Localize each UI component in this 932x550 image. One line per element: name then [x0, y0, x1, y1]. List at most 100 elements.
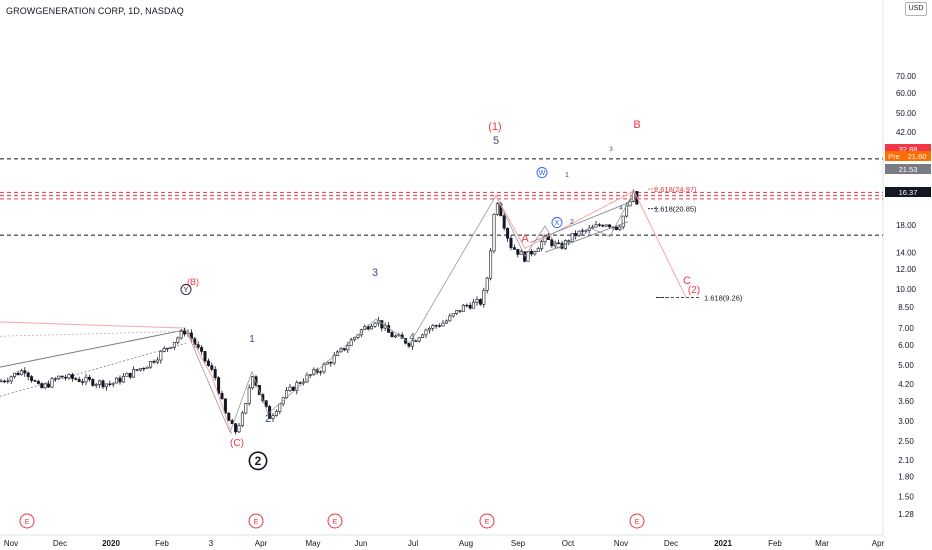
candle-body	[621, 215, 625, 228]
candle-body	[393, 335, 397, 338]
candle-body	[618, 226, 622, 230]
wave-label: A	[521, 233, 529, 245]
price-badge	[885, 164, 931, 174]
candle-body	[70, 374, 74, 379]
candle-body	[169, 346, 173, 349]
price-tick-label: 50.00	[896, 109, 917, 118]
time-tick-label: Aug	[459, 539, 473, 548]
candle-body	[482, 290, 486, 305]
candle-body	[329, 362, 333, 364]
candle-body	[13, 372, 17, 378]
time-tick-label: Feb	[768, 539, 782, 548]
candle-body	[604, 224, 608, 227]
wave-label: 3	[609, 147, 613, 153]
wave-label: (1)	[488, 121, 501, 133]
candle-body	[373, 322, 377, 327]
candle-body	[291, 386, 295, 391]
earnings-marker	[629, 513, 645, 529]
candle-body	[125, 372, 129, 377]
earnings-marker-label: E	[635, 519, 640, 526]
time-tick-label: May	[305, 539, 320, 548]
time-tick-label: Sep	[511, 539, 526, 548]
price-badge-label: 21.60	[908, 152, 927, 161]
candle-body	[155, 359, 159, 363]
candle-body	[196, 344, 200, 348]
candle-body	[519, 251, 523, 255]
price-tick-label: 2.50	[898, 437, 914, 446]
subchannel-upper	[529, 202, 629, 243]
time-tick-label: Apr	[872, 539, 885, 548]
candle-body	[438, 325, 442, 327]
price-tick-label: 4.20	[898, 380, 914, 389]
candle-body	[237, 425, 241, 433]
price-tick-label: 1.80	[898, 473, 914, 482]
candle-body	[448, 315, 452, 322]
candle-body	[64, 376, 68, 379]
candle-body	[115, 377, 119, 384]
candle-body	[509, 237, 513, 248]
candle-body	[33, 380, 37, 382]
candle-body	[111, 382, 115, 385]
candle-body	[410, 340, 414, 347]
time-tick-label: 2021	[714, 539, 732, 548]
time-tick-label: 2020	[102, 539, 120, 548]
candle-body	[220, 393, 224, 400]
wave-label-circle	[536, 167, 548, 179]
candle-body	[104, 383, 108, 388]
wave-label: X	[555, 220, 560, 227]
candle-body	[577, 230, 581, 236]
price-badge-label: 16.37	[899, 188, 918, 197]
earnings-marker	[327, 513, 343, 529]
candle-body	[257, 384, 261, 395]
subchannel-lower	[544, 221, 629, 253]
wave-label-circle	[551, 217, 563, 229]
candle-body	[407, 342, 411, 347]
red-trendline	[0, 321, 187, 329]
time-tick-label: Jun	[355, 539, 368, 548]
candle-body	[200, 347, 204, 352]
candle-body	[183, 330, 187, 335]
candle-body	[516, 249, 520, 255]
candle-body	[234, 423, 238, 433]
candle-body	[53, 378, 57, 380]
candle-body	[142, 367, 146, 370]
wave-label: C	[683, 275, 691, 287]
price-badge-label: Pre	[888, 152, 900, 161]
wave-label: W	[539, 170, 546, 177]
time-tick-label: Dec	[664, 539, 678, 548]
candle-body	[247, 387, 251, 404]
candle-body	[210, 365, 214, 370]
earnings-marker-label: E	[485, 519, 490, 526]
wave-label: 2	[255, 454, 262, 468]
candle-body	[60, 375, 64, 378]
candle-body	[533, 251, 537, 255]
earnings-marker	[19, 513, 35, 529]
candle-body	[594, 224, 598, 228]
price-badge	[903, 151, 931, 161]
candle-body	[19, 370, 23, 376]
candle-body	[608, 224, 612, 228]
candle-body	[87, 376, 91, 380]
earnings-marker	[479, 513, 495, 529]
candle-body	[30, 376, 34, 381]
channel-line-upper	[0, 329, 187, 368]
candle-body	[47, 383, 51, 388]
wave-label: (2)	[688, 285, 700, 296]
wave-label: 1	[565, 172, 569, 179]
currency-button[interactable]: USD	[905, 2, 927, 16]
candle-body	[74, 378, 78, 380]
channel-line-lower	[0, 342, 187, 397]
candle-body	[77, 379, 81, 382]
candle-body	[145, 366, 149, 369]
wave-label: (C)	[230, 438, 244, 449]
price-tick-label: 1.50	[898, 493, 914, 502]
candle-body	[427, 328, 431, 331]
candle-body	[152, 360, 156, 363]
price-tick-label: 18.00	[896, 221, 917, 230]
candle-body	[468, 304, 472, 309]
wave-label: Y	[184, 287, 189, 294]
candle-body	[43, 383, 47, 389]
candle-body	[444, 320, 448, 324]
